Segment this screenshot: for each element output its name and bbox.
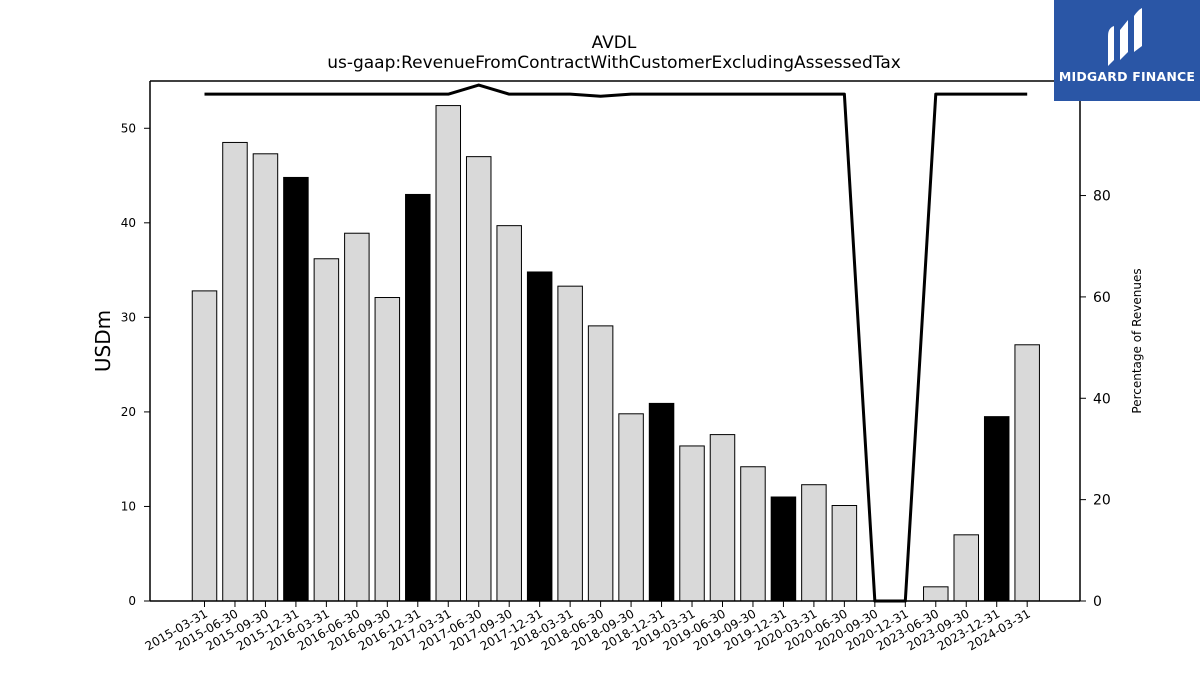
bar [557, 285, 583, 602]
bar [679, 445, 705, 602]
y2-axis-label: Percentage of Revenues [1130, 268, 1144, 413]
y-tick-label: 30 [121, 310, 136, 324]
chart-title: AVDL [591, 33, 637, 53]
bar [374, 297, 401, 602]
bar [618, 413, 644, 602]
y2-tick-label: 60 [1093, 290, 1111, 306]
bar [740, 466, 766, 602]
bar [222, 141, 248, 602]
bar [1014, 344, 1040, 602]
bar [709, 434, 736, 602]
bar [770, 496, 797, 602]
bar [801, 484, 827, 602]
y-axis-label: USDm [91, 310, 115, 372]
bar [283, 176, 309, 602]
bar [526, 271, 553, 602]
bar [983, 416, 1010, 602]
bar [435, 105, 462, 602]
y-tick-label: 10 [121, 499, 136, 513]
y-tick-label: 40 [121, 216, 136, 230]
logo-text: MIDGARD FINANCE [1058, 69, 1196, 84]
bar [405, 193, 431, 602]
bar [648, 402, 675, 602]
y-tick-label: 50 [121, 121, 136, 135]
y2-tick-label: 40 [1093, 391, 1111, 407]
y-tick-label: 20 [121, 405, 136, 419]
y-tick-label: 0 [128, 594, 136, 608]
bar [831, 505, 858, 602]
midgard-logo-icon [1108, 8, 1142, 66]
bar [191, 290, 218, 602]
bar [313, 258, 340, 602]
bar [587, 325, 614, 602]
bar [923, 586, 949, 602]
y2-tick-label: 80 [1093, 189, 1111, 205]
midgard-finance-logo: MIDGARD FINANCE [1054, 0, 1200, 101]
bar [496, 225, 522, 602]
chart-subtitle: us-gaap:RevenueFromContractWithCustomerE… [327, 53, 901, 73]
bar [252, 153, 279, 602]
bar [344, 232, 370, 602]
bar [465, 156, 492, 602]
y2-tick-label: 20 [1093, 493, 1111, 509]
bar [953, 534, 979, 602]
y2-tick-label: 0 [1093, 594, 1102, 610]
